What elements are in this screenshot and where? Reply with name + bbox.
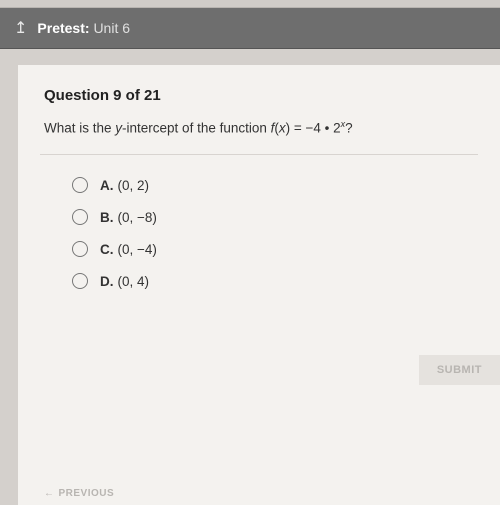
option-label: D. (0, 4) (100, 274, 149, 289)
back-icon[interactable]: ↥ (14, 18, 27, 38)
option-label: B. (0, −8) (100, 210, 157, 225)
header-title-light: Unit 6 (93, 20, 130, 36)
browser-chrome (0, 0, 500, 8)
previous-label: PREVIOUS (59, 488, 115, 499)
option-label: A. (0, 2) (100, 178, 149, 193)
radio-icon[interactable] (72, 177, 88, 193)
prompt-part: ) = −4 • 2 (286, 121, 341, 136)
page-header: ↥ Pretest: Unit 6 (0, 8, 500, 49)
option-text: (0, −8) (118, 210, 157, 225)
question-number: Question 9 of 21 (44, 87, 474, 104)
option-d[interactable]: D. (0, 4) (72, 273, 474, 289)
option-c[interactable]: C. (0, −4) (72, 241, 474, 257)
option-letter: B. (100, 210, 114, 225)
content-area: Question 9 of 21 What is the y-intercept… (18, 65, 500, 505)
option-letter: D. (100, 274, 114, 289)
previous-button[interactable]: ← PREVIOUS (44, 488, 114, 499)
divider (40, 154, 478, 155)
options-list: A. (0, 2) B. (0, −8) C. (0, −4) D. (0, 4) (44, 177, 474, 289)
arrow-left-icon: ← (44, 488, 55, 499)
prompt-part: -intercept of the function (122, 121, 271, 136)
option-text: (0, 4) (118, 274, 150, 289)
option-b[interactable]: B. (0, −8) (72, 209, 474, 225)
radio-icon[interactable] (72, 209, 88, 225)
option-a[interactable]: A. (0, 2) (72, 177, 474, 193)
option-letter: C. (100, 242, 114, 257)
option-label: C. (0, −4) (100, 242, 157, 257)
header-title-bold: Pretest: (37, 20, 89, 36)
option-text: (0, 2) (118, 178, 150, 193)
question-prompt: What is the y-intercept of the function … (44, 118, 474, 138)
radio-icon[interactable] (72, 241, 88, 257)
option-text: (0, −4) (118, 242, 157, 257)
prompt-part: ? (345, 121, 353, 136)
header-title: Pretest: Unit 6 (37, 20, 130, 36)
radio-icon[interactable] (72, 273, 88, 289)
submit-button[interactable]: SUBMIT (419, 355, 500, 385)
option-letter: A. (100, 178, 114, 193)
prompt-part: What is the (44, 121, 115, 136)
prompt-ital: x (279, 121, 286, 136)
